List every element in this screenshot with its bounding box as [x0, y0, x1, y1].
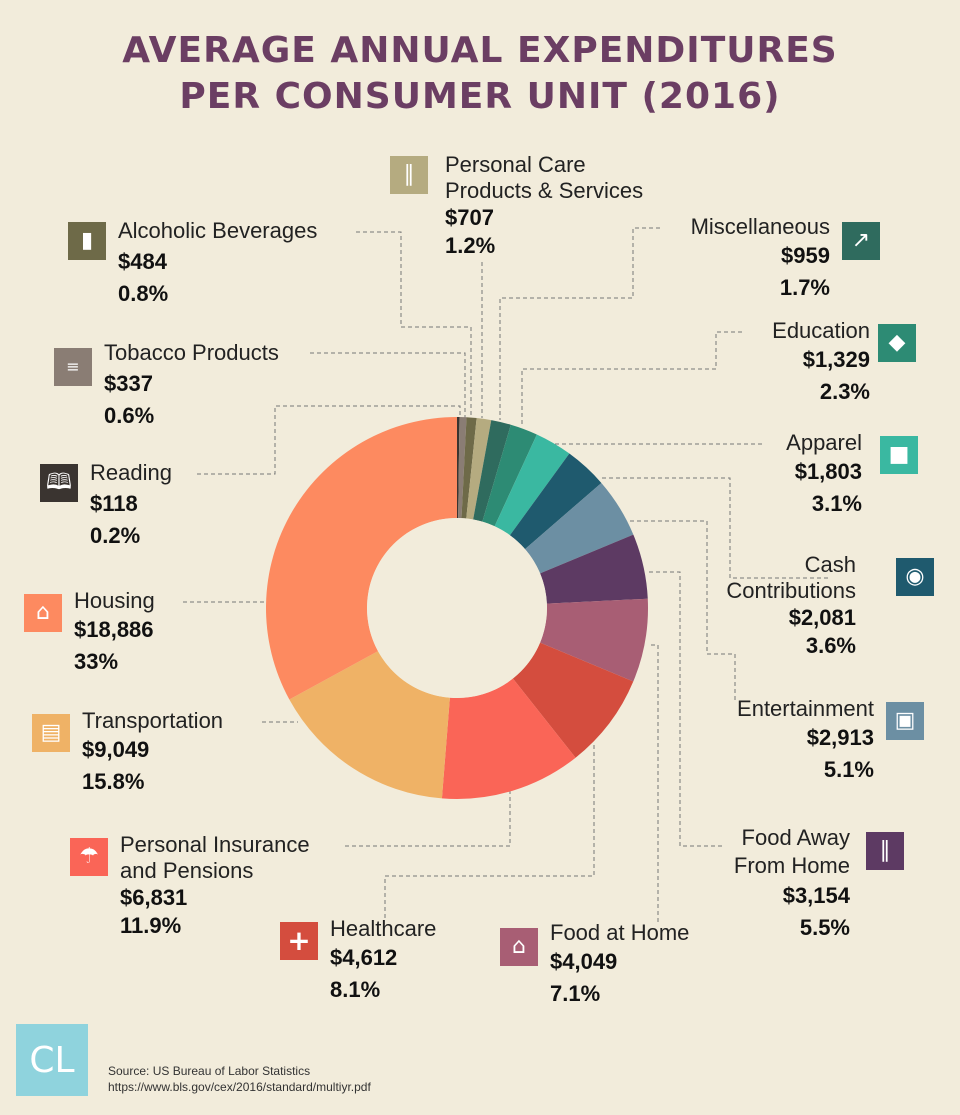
legend-transportation-label: Transportation: [82, 708, 224, 733]
pushpin-icon: ↗: [842, 222, 880, 260]
legend-apparel-percent: 3.1%: [811, 491, 862, 516]
slice-education: [482, 424, 537, 527]
leader-food-away: [648, 571, 722, 847]
slice-personal-insurance-and-pensions: [441, 678, 576, 799]
legend-food-home-amount: $4,049: [550, 949, 618, 974]
legend-cash-label2: Contributions: [726, 578, 856, 603]
legend-personal-care-label1: Personal Care: [445, 152, 586, 177]
legend-apparel-label: Apparel: [786, 430, 862, 455]
slice-apparel: [494, 434, 570, 536]
legend-apparel-amount: $1,803: [794, 459, 862, 484]
legend-alcohol-percent: 0.8%: [118, 281, 169, 306]
cigarette-icon: ≡: [54, 348, 92, 386]
legend-alcohol-amount: $484: [118, 249, 167, 274]
legend-insurance-label1: Personal Insurance: [120, 832, 310, 857]
book-icon: 🕮: [40, 464, 78, 502]
slice-cash-contributions: [509, 453, 602, 550]
bus-icon: ▤: [32, 714, 70, 752]
slice-entertainment: [525, 482, 634, 574]
slice-tobacco-products: [458, 417, 467, 519]
slice-healthcare: [512, 642, 634, 758]
title-line-1: AVERAGE ANNUAL EXPENDITURES: [122, 30, 838, 71]
legend-tobacco-percent: 0.6%: [104, 403, 155, 428]
legend-entertainment-amount: $2,913: [806, 725, 874, 750]
leader-misc: [499, 227, 660, 420]
slice-food-at-home: [540, 598, 648, 682]
bottle-icon: ▮: [68, 222, 106, 260]
legend-housing-percent: 33%: [74, 649, 119, 674]
legend-misc-label: Miscellaneous: [690, 214, 830, 239]
legend-healthcare-amount: $4,612: [330, 945, 398, 970]
chart-title: AVERAGE ANNUAL EXPENDITURES PER CONSUMER…: [0, 28, 960, 120]
cash-icon: ◉: [896, 558, 934, 596]
legend-food-away-label1: Food Away: [741, 825, 850, 850]
legend-misc-amount: $959: [781, 243, 830, 268]
leader-food-home: [648, 644, 659, 922]
title-line-2: PER CONSUMER UNIT (2016): [179, 76, 781, 117]
legend-entertainment-percent: 5.1%: [823, 757, 874, 782]
leader-tobacco: [310, 352, 466, 418]
legend-insurance-label2: and Pensions: [120, 858, 254, 883]
legend-insurance-amount: $6,831: [120, 885, 188, 910]
legend-housing-label: Housing: [74, 588, 155, 613]
graduation-cap-icon: ◆: [878, 324, 916, 362]
leader-healthcare: [384, 745, 595, 918]
legend-food-away-amount: $3,154: [782, 883, 850, 908]
legend-cash-label1: Cash: [804, 552, 856, 577]
legend-education-label: Education: [772, 318, 870, 343]
legend-insurance-percent: 11.9%: [120, 913, 182, 938]
legend-tobacco-amount: $337: [104, 371, 153, 396]
legend-food-away-percent: 5.5%: [799, 915, 850, 940]
legend-healthcare-percent: 8.1%: [330, 977, 381, 1002]
slice-transportation: [289, 651, 450, 799]
legend-food-away-label2: From Home: [733, 853, 850, 878]
slice-personal-care-products-services: [466, 418, 492, 520]
legend-housing-amount: $18,886: [74, 617, 154, 642]
legend-misc-percent: 1.7%: [779, 275, 830, 300]
slice-reading: [457, 417, 460, 519]
legend-entertainment-label: Entertainment: [737, 696, 874, 721]
legend-education-amount: $1,329: [802, 347, 870, 372]
leader-alcohol: [356, 231, 472, 418]
leader-cash: [600, 477, 828, 579]
tshirt-icon: ■: [880, 436, 918, 474]
slice-food-away-from-home: [540, 534, 648, 604]
slice-housing: [266, 417, 457, 700]
leader-entertainment: [628, 520, 736, 700]
leader-reading: [197, 405, 461, 475]
source-url[interactable]: https://www.bls.gov/cex/2016/standard/mu…: [108, 1080, 371, 1094]
legend-healthcare-label: Healthcare: [330, 916, 437, 941]
legend-education-percent: 2.3%: [819, 379, 870, 404]
home-dining-icon: ⌂: [500, 928, 538, 966]
medical-cross-icon: +: [280, 922, 318, 960]
legend-reading-amount: $118: [90, 491, 138, 516]
legend-transportation-amount: $9,049: [82, 737, 150, 762]
legend-cash-percent: 3.6%: [805, 633, 856, 658]
fork-knife-icon: ∥: [866, 832, 904, 870]
house-icon: ⌂: [24, 594, 62, 632]
legend-transportation-percent: 15.8%: [82, 769, 145, 794]
umbrella-icon: ☂: [70, 838, 108, 876]
source-note: Source: US Bureau of Labor Statistics ht…: [108, 1063, 371, 1095]
legend-personal-care-amount: $707: [445, 205, 494, 230]
legend-reading-label: Reading: [90, 460, 172, 485]
ticket-icon: ▣: [886, 702, 924, 740]
slice-alcoholic-beverages: [461, 417, 477, 519]
legend-food-home-label: Food at Home: [550, 920, 690, 945]
legend-tobacco-label: Tobacco Products: [104, 340, 279, 365]
toiletries-icon: ∥: [390, 156, 428, 194]
legend-personal-care-label2: Products & Services: [445, 178, 644, 203]
leader-insurance: [345, 790, 511, 847]
cl-logo: CL: [16, 1024, 88, 1096]
legend-cash-amount: $2,081: [788, 605, 856, 630]
slice-miscellaneous: [473, 420, 511, 522]
source-text: Source: US Bureau of Labor Statistics: [108, 1064, 311, 1078]
legend-food-home-percent: 7.1%: [550, 981, 601, 1006]
legend-reading-percent: 0.2%: [90, 523, 141, 548]
leader-education: [521, 331, 742, 424]
donut-hole: [367, 518, 547, 698]
legend-alcohol-label: Alcoholic Beverages: [118, 218, 318, 243]
legend-personal-care-percent: 1.2%: [445, 233, 496, 258]
